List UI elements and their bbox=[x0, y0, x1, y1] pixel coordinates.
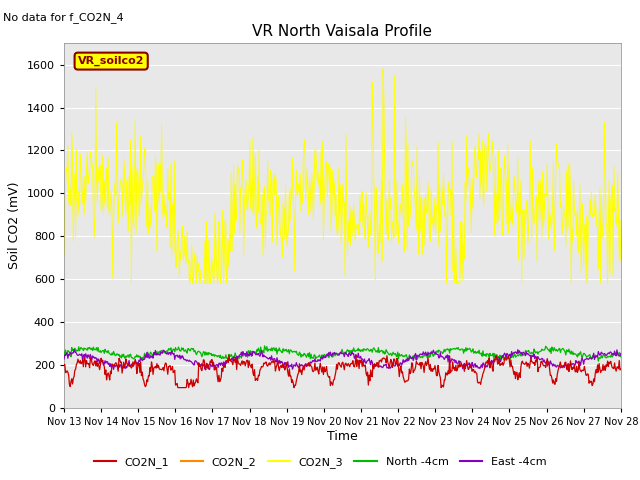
Text: VR_soilco2: VR_soilco2 bbox=[78, 56, 145, 66]
Text: No data for f_CO2N_4: No data for f_CO2N_4 bbox=[3, 12, 124, 23]
X-axis label: Time: Time bbox=[327, 430, 358, 443]
Legend: CO2N_1, CO2N_2, CO2N_3, North -4cm, East -4cm: CO2N_1, CO2N_2, CO2N_3, North -4cm, East… bbox=[90, 452, 550, 472]
Y-axis label: Soil CO2 (mV): Soil CO2 (mV) bbox=[8, 182, 21, 269]
Title: VR North Vaisala Profile: VR North Vaisala Profile bbox=[252, 24, 433, 39]
